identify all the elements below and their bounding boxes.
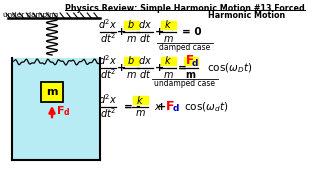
Text: $dt$: $dt$	[139, 69, 151, 80]
Text: $\mathbf{d}$: $\mathbf{d}$	[172, 102, 179, 113]
Text: $b$: $b$	[127, 55, 135, 66]
Text: $dx$: $dx$	[138, 19, 152, 30]
FancyBboxPatch shape	[161, 57, 175, 65]
Text: $m$: $m$	[125, 33, 136, 44]
Text: $d^2x$: $d^2x$	[98, 18, 118, 31]
Text: m: m	[46, 87, 58, 97]
Text: $m$: $m$	[125, 69, 136, 80]
Text: $\cos(\omega_d t)$: $\cos(\omega_d t)$	[184, 100, 228, 114]
FancyBboxPatch shape	[124, 21, 139, 29]
Text: $x$: $x$	[154, 102, 163, 112]
Text: +: +	[157, 102, 167, 112]
Text: $k$: $k$	[164, 19, 172, 30]
Text: $m$: $m$	[163, 69, 173, 80]
Text: = 0: = 0	[182, 27, 202, 37]
Text: Physics Review: Simple Harmonic Motion #13 Forced: Physics Review: Simple Harmonic Motion #…	[65, 4, 305, 13]
Text: $k$: $k$	[136, 93, 144, 105]
Text: +: +	[154, 63, 164, 73]
Text: $d^2x$: $d^2x$	[98, 54, 118, 67]
Text: $m$: $m$	[163, 33, 173, 44]
Text: $b$: $b$	[127, 19, 135, 30]
Text: $\mathbf{m}$: $\mathbf{m}$	[185, 69, 197, 80]
Text: $dt^2$: $dt^2$	[100, 68, 116, 81]
FancyBboxPatch shape	[132, 96, 148, 104]
Text: undamped case: undamped case	[155, 79, 215, 88]
FancyBboxPatch shape	[161, 21, 175, 29]
Text: +: +	[117, 27, 127, 37]
Bar	[41, 82, 63, 102]
Text: $m$: $m$	[135, 109, 145, 118]
Bar	[12, 58, 100, 160]
Text: $d^2x$: $d^2x$	[98, 93, 118, 106]
Text: under damping: under damping	[3, 12, 58, 18]
Text: +: +	[154, 27, 164, 37]
Text: $\cos(\omega_D t)$: $\cos(\omega_D t)$	[207, 61, 252, 75]
Text: = -: = -	[124, 102, 140, 112]
Text: $\mathbf{F}$: $\mathbf{F}$	[185, 54, 194, 67]
FancyBboxPatch shape	[184, 57, 198, 65]
Text: $k$: $k$	[164, 55, 172, 66]
Text: $dt^2$: $dt^2$	[100, 107, 116, 120]
FancyBboxPatch shape	[124, 57, 139, 65]
Text: Harmonic Motion: Harmonic Motion	[208, 11, 286, 20]
Text: $dt$: $dt$	[139, 33, 151, 44]
Text: $\mathbf{F}$: $\mathbf{F}$	[165, 100, 175, 113]
Text: $\mathbf{d}$: $\mathbf{d}$	[191, 57, 199, 68]
Text: $dx$: $dx$	[138, 55, 152, 66]
Text: $dt^2$: $dt^2$	[100, 32, 116, 45]
Text: +: +	[117, 63, 127, 73]
Text: $\mathbf{F_d}$: $\mathbf{F_d}$	[56, 105, 71, 118]
Text: damped case: damped case	[159, 43, 211, 52]
Text: =: =	[178, 63, 186, 73]
